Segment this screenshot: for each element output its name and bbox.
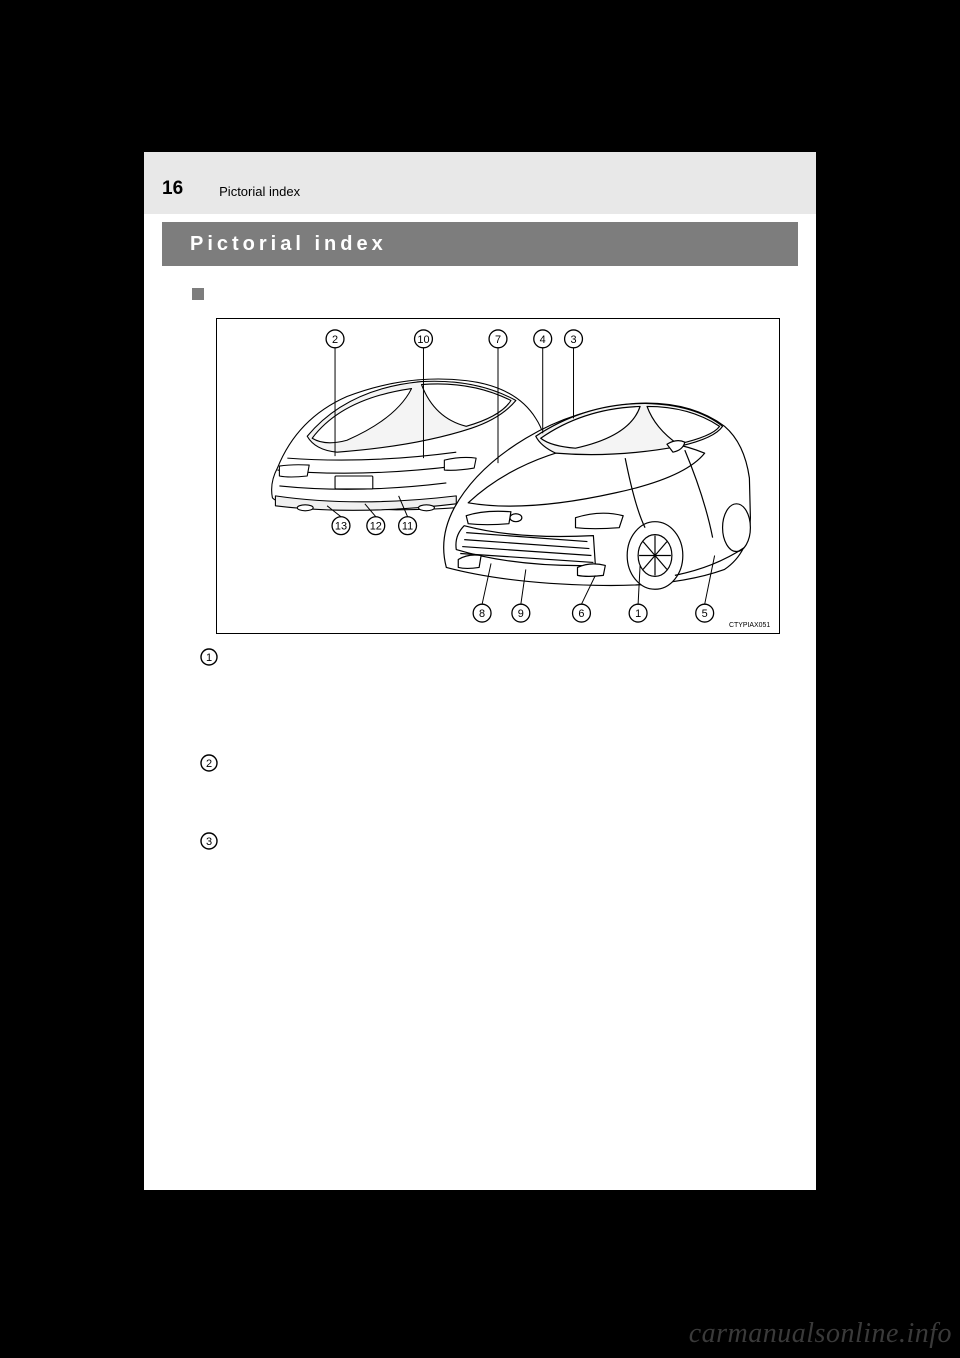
svg-text:12: 12 <box>370 521 382 533</box>
circled-number-icon: 3 <box>200 832 218 850</box>
svg-text:3: 3 <box>570 334 576 346</box>
list-item: 2 <box>200 754 218 772</box>
svg-text:4: 4 <box>540 334 546 346</box>
section-title-banner: Pictorial index <box>162 222 798 266</box>
svg-text:1: 1 <box>635 608 641 620</box>
exterior-diagram: 2 10 7 4 3 13 12 11 8 9 6 1 5 CTYPIAX051 <box>216 318 780 634</box>
watermark: carmanualsonline.info <box>689 1318 952 1350</box>
manual-page: 16 Pictorial index Pictorial index <box>144 152 816 1190</box>
svg-text:1: 1 <box>206 652 212 664</box>
svg-text:9: 9 <box>518 608 524 620</box>
svg-text:6: 6 <box>578 608 584 620</box>
figure-ref-code: CTYPIAX051 <box>729 622 770 629</box>
svg-text:7: 7 <box>495 334 501 346</box>
section-title: Pictorial index <box>190 233 387 256</box>
vehicle-svg: 2 10 7 4 3 13 12 11 8 9 6 1 5 CTYPIAX051 <box>217 319 779 633</box>
page-number: 16 <box>162 178 183 200</box>
svg-text:5: 5 <box>702 608 708 620</box>
circled-number-icon: 2 <box>200 754 218 772</box>
svg-text:3: 3 <box>206 836 212 848</box>
page-header-bar: 16 Pictorial index <box>144 152 816 214</box>
svg-text:10: 10 <box>417 334 429 346</box>
circled-number-icon: 1 <box>200 648 218 666</box>
svg-text:2: 2 <box>206 758 212 770</box>
svg-text:2: 2 <box>332 334 338 346</box>
svg-text:13: 13 <box>335 521 347 533</box>
list-item: 1 <box>200 648 218 666</box>
header-label: Pictorial index <box>219 184 300 199</box>
subsection-marker <box>192 288 204 300</box>
svg-text:8: 8 <box>479 608 485 620</box>
list-item: 3 <box>200 832 218 850</box>
svg-text:11: 11 <box>402 521 413 533</box>
